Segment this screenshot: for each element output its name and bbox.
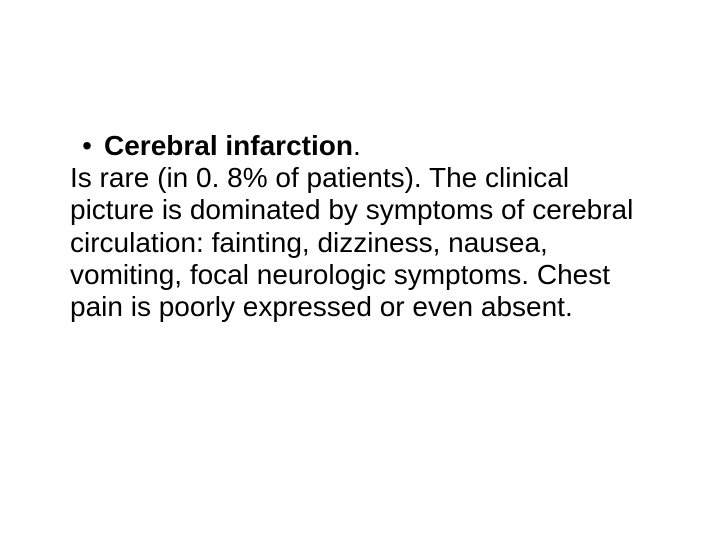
content-block: • Cerebral infarction. Is rare (in 0. 8%… xyxy=(70,130,650,323)
bullet-item: • Cerebral infarction. xyxy=(70,130,650,162)
title-bold-text: Cerebral infarction xyxy=(104,130,353,162)
bullet-icon: • xyxy=(70,130,104,162)
slide-body: • Cerebral infarction. Is rare (in 0. 8%… xyxy=(0,0,720,540)
title-suffix: . xyxy=(353,130,361,162)
bullet-title-line: Cerebral infarction. xyxy=(104,130,650,162)
body-paragraph: Is rare (in 0. 8% of patients). The clin… xyxy=(70,162,650,323)
